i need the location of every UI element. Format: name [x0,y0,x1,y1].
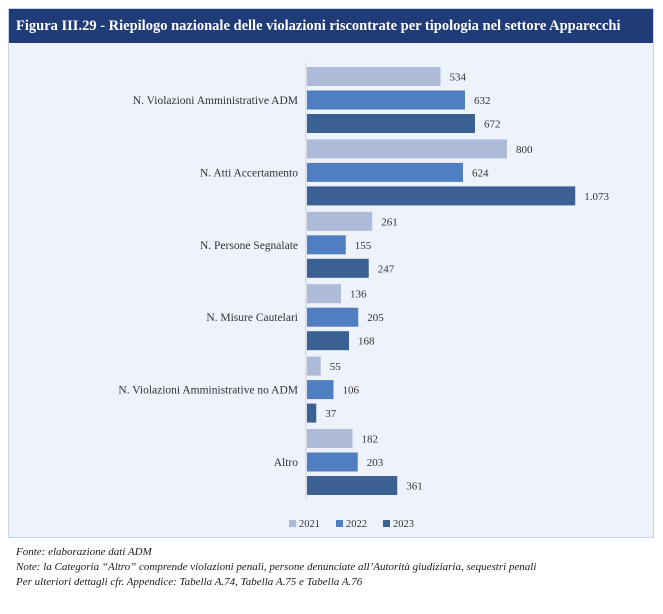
data-label-n-violazioni-amministrative-adm-2022: 632 [474,95,491,107]
bar-n-violazioni-amministrative-no-adm-2022 [307,380,334,400]
data-label-n-violazioni-amministrative-no-adm-2023: 37 [325,408,337,420]
bar-n-atti-accertamento-2023 [307,186,576,206]
bar-n-misure-cautelari-2022 [307,307,359,327]
bar-chart: N. Violazioni Amministrative ADM 534 632 67… [118,63,610,530]
bar-n-violazioni-amministrative-no-adm-2021 [307,356,321,376]
data-label-n-persone-segnalate-2022: 155 [355,240,372,252]
data-label-n-persone-segnalate-2021: 261 [381,216,398,228]
bar-n-atti-accertamento-2021 [307,139,507,159]
bar-altro-2023 [307,476,398,495]
data-label-n-atti-accertamento-2022: 624 [472,167,489,179]
category-label-n-violazioni-amministrative-no-adm: N. Violazioni Amministrative no ADM [118,385,298,397]
bar-altro-2021 [307,429,353,448]
data-label-altro-2023: 361 [406,481,423,493]
bar-n-persone-segnalate-2021 [307,211,373,231]
category-label-altro: Altro [274,457,299,469]
bar-altro-2022 [307,452,358,472]
data-label-n-violazioni-amministrative-adm-2023: 672 [484,119,501,131]
bar-n-violazioni-amministrative-no-adm-2023 [307,403,317,423]
legend-swatch-2023 [383,520,390,527]
legend-swatch-2022 [336,520,343,527]
legend-label-2022: 2022 [346,519,367,530]
figure-frame: Figura III.29 - Riepilogo nazionale dell… [8,8,654,538]
legend-swatch-2021 [289,520,296,527]
legend-label-2021: 2021 [299,519,320,530]
bar-n-violazioni-amministrative-adm-2023 [307,114,475,133]
bar-n-violazioni-amministrative-adm-2021 [307,67,441,86]
chart-area: N. Violazioni Amministrative ADM 534 632 67… [9,43,653,537]
legend-label-2023: 2023 [393,519,414,530]
source-note: Fonte: elaborazione dati ADM [16,546,152,558]
data-label-n-violazioni-amministrative-no-adm-2022: 106 [343,385,360,397]
data-label-n-misure-cautelari-2023: 168 [358,336,375,348]
data-label-n-atti-accertamento-2021: 800 [516,144,533,156]
bar-n-misure-cautelari-2023 [307,331,349,351]
data-label-altro-2021: 182 [362,434,379,446]
data-label-n-persone-segnalate-2023: 247 [378,263,395,275]
data-label-n-misure-cautelari-2021: 136 [350,289,367,301]
data-label-n-misure-cautelari-2022: 205 [367,312,384,324]
details-note: Per ulteriori dettagli cfr. Appendice: T… [16,576,363,588]
category-label-n-violazioni-amministrative-adm: N. Violazioni Amministrative ADM [133,95,298,107]
category-label-n-atti-accertamento: N. Atti Accertamento [200,167,298,179]
figure-title: Figura III.29 - Riepilogo nazionale dell… [9,9,653,43]
data-label-altro-2022: 203 [367,457,384,469]
bar-n-atti-accertamento-2022 [307,162,463,182]
category-note: Note: la Categoria “Altro” comprende vio… [16,561,537,573]
bar-n-misure-cautelari-2021 [307,284,341,304]
data-label-n-atti-accertamento-2023: 1.073 [584,191,609,203]
category-label-n-misure-cautelari: N. Misure Cautelari [206,312,298,324]
figure-notes: Fonte: elaborazione dati ADM Note: la Ca… [16,545,656,590]
bar-n-persone-segnalate-2023 [307,258,369,278]
data-label-n-violazioni-amministrative-no-adm-2021: 55 [330,361,342,373]
data-label-n-violazioni-amministrative-adm-2021: 534 [450,72,467,84]
category-label-n-persone-segnalate: N. Persone Segnalate [200,240,298,252]
bar-n-violazioni-amministrative-adm-2022 [307,90,465,110]
bar-n-persone-segnalate-2022 [307,235,346,255]
